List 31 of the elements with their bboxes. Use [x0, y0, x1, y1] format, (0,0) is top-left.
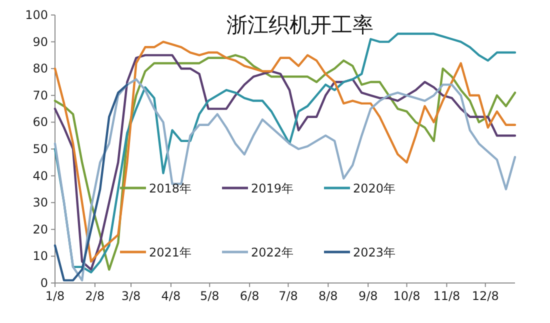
x-tick-label: 8/8: [318, 289, 338, 303]
legend-label: 2021年: [149, 246, 192, 260]
x-tick-label: 2/8: [85, 289, 105, 303]
x-tick-label: 10/8: [393, 289, 420, 303]
chart-title: 浙江织机开工率: [226, 13, 374, 37]
x-tick-label: 11/8: [433, 289, 460, 303]
line-series: [54, 84, 128, 282]
x-tick-label: 6/8: [240, 289, 260, 303]
legend-label: 2020年: [353, 182, 396, 196]
y-tick-label: 90: [32, 34, 48, 49]
x-tick-label: 5/8: [200, 289, 220, 303]
x-tick-label: 7/8: [278, 289, 298, 303]
x-tick-label: 12/8: [472, 289, 499, 303]
y-tick-label: 80: [32, 62, 48, 76]
legend-label: 2023年: [353, 246, 396, 260]
y-tick-label: 20: [32, 222, 48, 236]
legend-label: 2019年: [251, 182, 294, 196]
y-tick-label: 10: [32, 249, 48, 264]
y-tick-label: 0: [40, 276, 48, 290]
y-tick-label: 30: [32, 196, 48, 210]
x-tick-label: 3/8: [121, 289, 141, 303]
y-tick-label: 40: [32, 168, 48, 183]
legend-label: 2022年: [251, 246, 294, 260]
y-tick-label: 50: [32, 142, 48, 156]
legend-label: 2018年: [149, 182, 192, 196]
x-tick-label: 1/8: [45, 289, 65, 303]
x-tick-label: 9/8: [358, 289, 378, 303]
y-tick-label: 70: [32, 88, 48, 102]
y-tick-label: 100: [25, 8, 48, 22]
y-tick-label: 60: [32, 115, 48, 130]
x-tick-label: 4/8: [161, 289, 181, 303]
